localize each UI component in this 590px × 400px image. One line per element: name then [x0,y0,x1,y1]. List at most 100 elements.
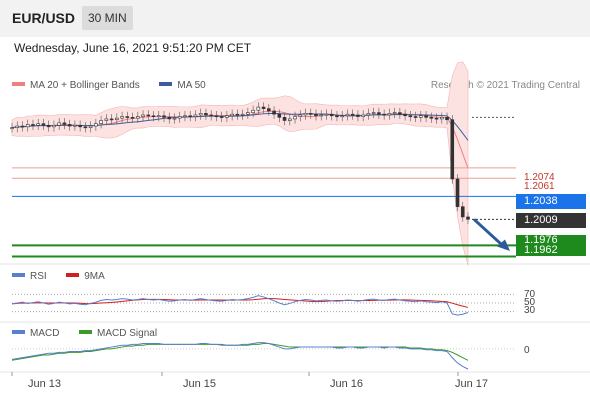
candle-body [277,113,282,118]
candle-body [445,117,449,121]
legend-item-macd: MACD [12,328,59,339]
rsi-level-70: 70 [524,289,536,300]
level-label-2: 1.2061 [524,181,555,192]
candle-body [345,113,350,117]
candle-body [204,113,208,116]
timeframe-button[interactable]: 30 MIN [82,6,133,30]
candle-body [52,124,56,128]
level-tag-pivot: 1.2038 [516,194,586,209]
candle-body [183,115,187,118]
ma50-line [11,112,469,141]
candle-body [419,115,423,118]
macd-legend: MACD MACD Signal [12,328,157,339]
candle-body [303,113,308,116]
candle-body [356,114,360,117]
candle-body [251,109,255,113]
candle-body [366,113,371,116]
level-label-1: 1.2074 [524,172,555,183]
candle-body [392,112,397,114]
candle-body [424,115,428,118]
legend-item-rsi: RSI [12,271,47,282]
candle-body [324,113,329,116]
candle-body [256,106,261,111]
candle-body [219,116,224,118]
candle-body [109,118,114,121]
candle-body [104,118,109,121]
macd-zero-label: 0 [524,345,530,356]
candle-body [141,114,145,117]
candle-body [78,124,82,128]
candle-body [115,117,119,121]
candle-body [225,115,229,118]
candle-body [455,178,460,207]
candle-body [293,116,297,120]
candle-body [25,124,30,128]
rsi-legend: RSI 9MA [12,271,105,282]
candle-body [314,113,318,117]
legend-item-ma50: MA 50 [159,80,206,91]
candle-body [272,110,276,115]
candle-body [193,114,198,117]
chart-header: EUR/USD 30 MIN [0,0,590,37]
candle-body [371,112,376,114]
candle-body [387,113,392,116]
candle-body [308,113,313,115]
candle-body [408,115,413,118]
candle-body [130,117,135,119]
candle-body [246,112,250,115]
legend-item-ma20: MA 20 + Bollinger Bands [12,80,140,91]
candle-body [267,108,271,112]
candle-body [413,116,418,118]
candle-body [62,122,67,125]
candle-body [240,113,245,116]
candle-body [15,125,20,128]
rsi-level-50: 50 [524,297,536,308]
bollinger-band [11,61,469,266]
candle-body [261,106,266,109]
chart-datetime: Wednesday, June 16, 2021 9:51:20 PM CET [14,41,252,55]
candle-body [214,115,219,118]
candle-body [162,115,166,118]
candle-body [235,113,240,116]
currency-pair: EUR/USD [12,10,76,26]
x-label-jun13: Jun 13 [28,378,62,390]
candle-body [10,127,14,129]
candle-body [319,114,324,117]
candle-body [450,119,455,180]
candle-body [36,123,41,126]
level-tag-support-1: 1.1976 [516,235,586,246]
candle-body [329,113,334,117]
candle-body [429,117,434,119]
candle-body [350,113,355,116]
candle-body [41,123,46,126]
candle-body [20,125,25,128]
candle-body [88,125,93,128]
candle-body [439,117,444,120]
candle-body [298,114,303,117]
candle-body [377,112,381,115]
candle-body [120,116,124,119]
candle-body [188,115,193,118]
candle-body [398,112,402,115]
candle-body [83,126,88,129]
x-label-jun16: Jun 16 [330,378,364,390]
candle-body [466,216,470,220]
legend-item-macd-signal: MACD Signal [79,328,157,339]
candle-body [287,118,292,121]
candle-body [167,117,172,120]
candle-body [46,124,51,128]
candle-body [172,117,177,120]
candle-body [125,116,130,118]
candle-body [94,123,98,127]
candle-body [230,113,234,117]
candle-body [31,124,35,126]
candle-body [340,115,345,118]
legend-item-9ma: 9MA [66,271,105,282]
macd-line [11,342,469,370]
candle-body [434,117,439,120]
candle-body [99,120,103,124]
x-label-jun17: Jun 17 [455,378,489,390]
level-tag-last: 1.2009 [516,213,586,228]
main-legend: MA 20 + Bollinger Bands MA 50 [12,80,206,91]
